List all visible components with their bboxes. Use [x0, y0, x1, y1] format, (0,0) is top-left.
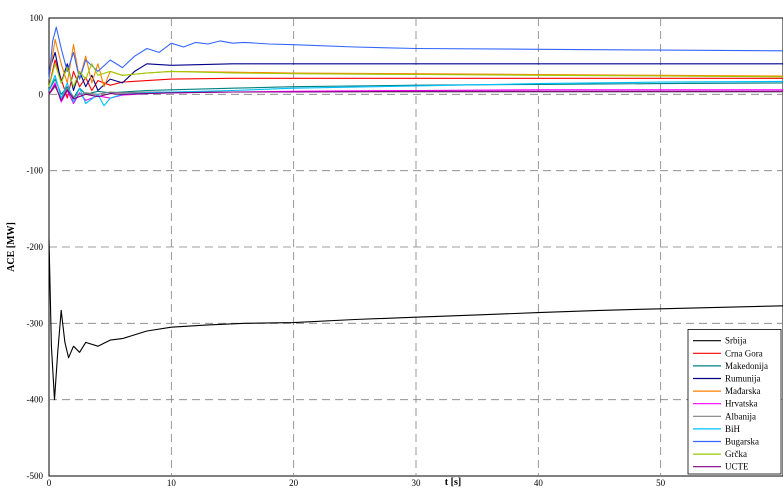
series-line	[48, 63, 783, 88]
y-tick-label: -100	[27, 166, 44, 176]
y-tick-label: -300	[27, 318, 44, 328]
y-axis-label: ACE [MW]	[6, 222, 17, 272]
series-line	[48, 239, 783, 401]
y-tick-label: -200	[27, 242, 44, 252]
series-line	[48, 84, 783, 101]
series-line	[48, 86, 783, 99]
series-line	[48, 26, 783, 80]
series-group	[48, 26, 783, 401]
x-tick-label: 30	[412, 478, 422, 488]
x-tick-label: 50	[656, 478, 666, 488]
legend-label: Albanija	[725, 411, 756, 421]
series-line	[48, 74, 783, 107]
x-tick-label: 40	[534, 478, 544, 488]
x-axis-label: t [s]	[445, 477, 461, 488]
legend-label: UCTE	[725, 462, 749, 472]
y-tick-label: -400	[27, 395, 44, 405]
legend-label: BiH	[725, 424, 741, 434]
y-tick-label: 100	[30, 13, 44, 23]
legend-label: Bugarska	[725, 437, 759, 447]
legend-label: Rumunija	[725, 374, 761, 384]
y-tick-label: 0	[39, 89, 44, 99]
legend-label: Grčka	[725, 449, 747, 459]
grid	[49, 18, 783, 476]
series-line	[48, 38, 783, 88]
y-tick-label: -500	[27, 471, 44, 481]
legend-label: Makedonija	[725, 361, 768, 371]
x-tick-label: 0	[47, 478, 52, 488]
legend-label: Srbija	[725, 336, 747, 346]
x-tick-label: 10	[167, 478, 177, 488]
x-tick-label: 20	[289, 478, 299, 488]
legend-label: Mađarska	[725, 386, 761, 396]
legend-label: Crna Gora	[725, 348, 763, 358]
legend: Srbija Crna Gora Makedonija Rumunija Mađarsk…	[687, 328, 782, 475]
legend-label: Hrvatska	[725, 399, 758, 409]
